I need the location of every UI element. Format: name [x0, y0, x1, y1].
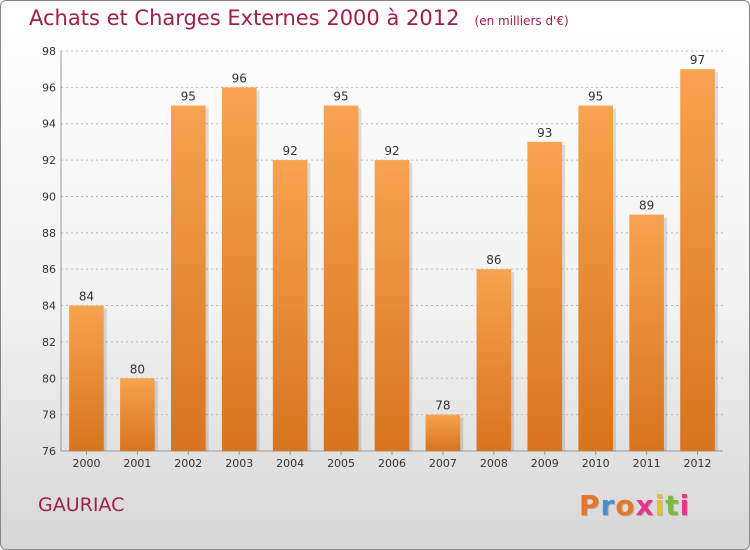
x-tick-label: 2002 [174, 457, 202, 470]
bar [527, 141, 563, 451]
bar-value-label: 95 [333, 90, 348, 104]
label-layer: 76 78 80 82 84 86 88 90 92 94 96 98 84 2000 80 2001 95 20… [42, 45, 712, 470]
x-tick-label: 2004 [276, 457, 304, 470]
bar-value-label: 95 [181, 90, 196, 104]
y-tick-label: 78 [42, 409, 56, 422]
y-tick-label: 88 [42, 227, 56, 240]
bar [120, 378, 155, 451]
bar [272, 160, 308, 451]
y-tick-label: 94 [42, 118, 56, 131]
bar [170, 105, 206, 451]
y-tick-label: 80 [42, 372, 56, 385]
bar [476, 269, 512, 451]
x-tick-label: 2011 [633, 457, 661, 470]
x-tick-label: 2012 [684, 457, 712, 470]
x-tick-label: 2000 [72, 457, 100, 470]
y-tick-label: 96 [42, 81, 56, 94]
proxiti-logo[interactable]: Proxiti [579, 489, 690, 522]
y-tick-label: 92 [42, 154, 56, 167]
brand-letter: i [654, 489, 666, 522]
commune-name: GAURIAC [38, 494, 125, 516]
y-tick-label: 82 [42, 336, 56, 349]
y-tick-label: 90 [42, 190, 56, 203]
x-tick-label: 2005 [327, 457, 355, 470]
bar [221, 87, 257, 451]
bar-value-label: 92 [283, 144, 298, 158]
bar-value-label: 78 [435, 399, 450, 413]
bar-value-label: 97 [690, 53, 705, 67]
y-tick-label: 86 [42, 263, 56, 276]
x-tick-label: 2009 [531, 457, 559, 470]
bar [374, 160, 410, 451]
bar-value-label: 92 [384, 144, 399, 158]
bar-value-label: 95 [588, 90, 603, 104]
bar [323, 105, 359, 451]
bar [629, 214, 664, 451]
brand-letter: x [635, 489, 655, 522]
bar [425, 414, 461, 451]
brand-letter: t [665, 489, 680, 522]
x-tick-label: 2001 [123, 457, 151, 470]
y-tick-label: 76 [42, 445, 56, 458]
bar-value-label: 89 [639, 199, 654, 213]
bar-value-label: 93 [537, 126, 552, 140]
x-tick-label: 2007 [429, 457, 457, 470]
bar-value-label: 86 [486, 253, 501, 267]
title-row: Achats et Charges Externes 2000 à 2012 (… [29, 6, 569, 30]
x-tick-label: 2008 [480, 457, 508, 470]
y-tick-label: 98 [42, 45, 56, 58]
x-tick-label: 2006 [378, 457, 406, 470]
bar [578, 105, 614, 451]
brand-letter: o [615, 489, 636, 522]
bar-value-label: 96 [232, 71, 247, 85]
x-tick-label: 2003 [225, 457, 253, 470]
x-tick-label: 2010 [582, 457, 610, 470]
chart-subtitle: (en milliers d'€) [474, 14, 569, 28]
bar-value-label: 80 [130, 362, 145, 376]
brand-letter: r [600, 489, 616, 522]
brand-letter: P [579, 489, 601, 522]
bar-value-label: 84 [79, 290, 94, 304]
y-tick-label: 84 [42, 300, 56, 313]
bar [69, 305, 104, 451]
bar [680, 69, 715, 451]
brand-letter: i [679, 489, 691, 522]
bar-layer [69, 69, 718, 451]
chart-title: Achats et Charges Externes 2000 à 2012 [29, 6, 460, 30]
